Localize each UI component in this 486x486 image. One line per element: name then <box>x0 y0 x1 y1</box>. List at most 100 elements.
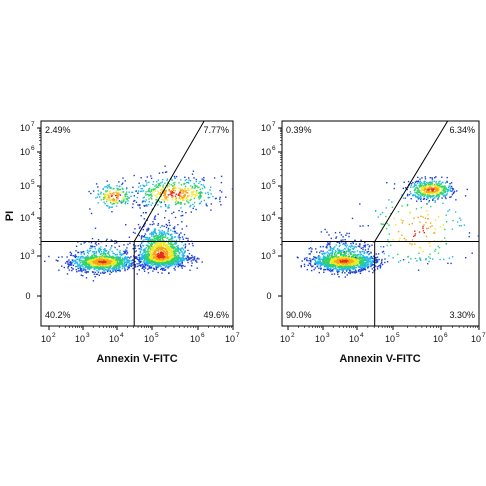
density-point <box>341 258 343 260</box>
density-point <box>173 251 175 253</box>
density-point <box>148 265 151 267</box>
density-point <box>96 267 98 269</box>
density-point <box>170 257 172 260</box>
density-point <box>162 262 164 265</box>
density-point <box>156 264 159 267</box>
density-point <box>95 252 97 254</box>
density-point <box>193 183 195 185</box>
density-point <box>168 219 170 222</box>
density-point <box>161 256 163 258</box>
density-point <box>144 252 146 254</box>
density-point <box>156 246 158 248</box>
density-point <box>345 246 348 248</box>
density-point <box>162 255 164 257</box>
density-point <box>151 258 153 260</box>
density-point <box>353 259 355 262</box>
density-point <box>338 268 341 270</box>
density-point <box>149 250 152 252</box>
density-point <box>198 258 200 260</box>
density-point <box>175 175 178 178</box>
density-point <box>144 259 146 261</box>
density-point <box>138 204 141 207</box>
density-point <box>96 263 99 265</box>
density-point <box>352 264 355 266</box>
density-point <box>138 254 140 256</box>
density-point <box>144 257 147 260</box>
density-point <box>103 260 105 262</box>
density-point <box>192 207 194 210</box>
density-point <box>148 187 151 190</box>
density-point <box>191 187 193 189</box>
density-point <box>176 245 178 248</box>
density-point <box>170 242 172 245</box>
density-point <box>115 269 117 271</box>
density-point <box>160 244 163 247</box>
density-point <box>199 188 202 191</box>
density-point <box>150 177 153 180</box>
density-point <box>105 263 107 265</box>
density-point <box>169 249 171 252</box>
density-point <box>340 260 342 262</box>
density-point <box>313 268 315 271</box>
density-point <box>87 266 89 269</box>
density-point <box>350 246 352 248</box>
density-point <box>349 258 351 260</box>
density-point <box>108 192 111 195</box>
density-point <box>116 196 118 199</box>
density-point <box>311 248 313 250</box>
density-point <box>198 186 200 188</box>
density-point <box>332 262 334 264</box>
density-point <box>93 254 96 257</box>
density-point <box>173 211 175 213</box>
density-point <box>334 252 336 254</box>
density-point <box>203 185 205 188</box>
density-point <box>114 264 117 266</box>
density-point <box>368 270 370 273</box>
density-point <box>354 253 357 256</box>
density-point <box>102 188 104 191</box>
density-point <box>166 244 168 247</box>
plot-panel-untreated-left: 2.49% 7.77% 40.2% 49.6% 10 2 10 3 10 4 10 5 10 6 1… <box>4 120 240 365</box>
density-point <box>190 185 192 187</box>
x-tick-exponent: 6 <box>201 332 205 339</box>
density-point <box>344 256 346 258</box>
density-point <box>118 256 121 259</box>
density-point <box>116 254 118 256</box>
density-point <box>346 274 348 276</box>
density-point <box>95 259 97 261</box>
density-point <box>160 242 162 245</box>
density-point <box>348 232 350 235</box>
density-point <box>143 257 145 260</box>
density-point <box>441 192 443 194</box>
density-point <box>210 193 212 195</box>
density-point <box>326 259 328 262</box>
density-point <box>167 241 169 244</box>
density-point <box>330 263 333 265</box>
x-tick-exponent: 2 <box>52 332 56 339</box>
density-point <box>338 251 340 253</box>
density-point <box>78 256 80 258</box>
density-point <box>161 260 163 262</box>
density-point <box>143 224 146 226</box>
density-point <box>151 223 153 226</box>
density-point <box>119 194 122 196</box>
density-point <box>89 262 91 264</box>
density-point <box>124 203 126 205</box>
density-point <box>115 265 118 267</box>
density-point <box>359 257 361 259</box>
density-point <box>82 251 84 253</box>
density-point <box>164 171 167 173</box>
density-point <box>155 243 157 246</box>
density-point <box>381 251 384 253</box>
density-point <box>165 258 168 261</box>
density-point <box>169 193 171 196</box>
density-point <box>328 260 330 262</box>
density-point <box>158 242 161 245</box>
density-point <box>152 232 154 235</box>
density-point <box>124 258 126 260</box>
density-point <box>128 257 131 259</box>
density-point <box>152 249 154 251</box>
density-point <box>99 267 101 269</box>
density-point <box>329 242 331 244</box>
density-point <box>174 266 177 268</box>
